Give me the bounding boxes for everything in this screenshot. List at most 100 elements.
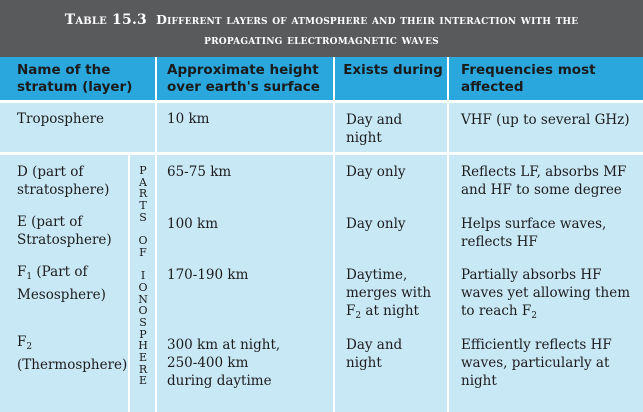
d-layer-freq-line1: Reflects LF, absorbs MF xyxy=(461,164,627,180)
d-layer-freq-line2: and HF to some degree xyxy=(461,182,622,198)
header-col1-line2: stratum (layer) xyxy=(17,79,133,95)
f1-layer-height: 170-190 km xyxy=(167,267,249,283)
ionosphere-label-letter: F xyxy=(139,245,147,259)
e-layer-name: E (part of Stratosphere) xyxy=(17,213,112,249)
d-layer-exists: Day only xyxy=(346,164,406,180)
f1-freq-sub: 2 xyxy=(531,311,537,321)
f2-layer-name-line1: F2 xyxy=(17,333,127,356)
ionosphere-label-letter: E xyxy=(138,351,148,364)
f2-layer-height: 300 km at night, 250-400 km during dayti… xyxy=(167,336,280,390)
row-divider-troposphere xyxy=(0,152,643,155)
f2-subscript: 2 xyxy=(26,342,33,352)
header-col2-line2: over earth's surface xyxy=(167,79,320,95)
ionosphere-label-letter: S xyxy=(139,210,147,224)
e-layer-frequencies: Helps surface waves, reflects HF xyxy=(461,215,606,251)
f1-layer-frequencies: Partially absorbs HF waves yet allowing … xyxy=(461,266,630,325)
e-layer-freq-line2: reflects HF xyxy=(461,234,538,250)
f1-subscript: 1 xyxy=(26,272,33,282)
f1-exists-sub: 2 xyxy=(355,311,362,321)
e-layer-height: 100 km xyxy=(167,216,219,232)
f2-freq-line1: Efficiently reflects HF xyxy=(461,337,612,353)
f1-freq-line3-text: to reach F xyxy=(461,303,532,319)
column-divider-2 xyxy=(333,57,335,412)
ionosphere-label-letter: I xyxy=(140,269,146,283)
f2-letter: F xyxy=(17,334,27,350)
f1-layer-name-line2: Mesosphere) xyxy=(17,287,106,303)
f1-exists-line3: F2 at night xyxy=(346,302,431,325)
d-layer-frequencies: Reflects LF, absorbs MF and HF to some d… xyxy=(461,163,626,199)
f2-layer-exists: Day and night xyxy=(346,336,402,372)
header-col3: Exists during xyxy=(343,62,443,78)
ionosphere-divider xyxy=(128,155,130,412)
ionosphere-label-letter: P xyxy=(139,327,147,341)
troposphere-frequencies: VHF (up to several GHz) xyxy=(461,112,630,128)
header-approximate-height: Approximate height over earth's surface xyxy=(167,57,332,100)
header-col4-line2: affected xyxy=(461,79,524,95)
e-layer-freq-line1: Helps surface waves, xyxy=(461,216,607,232)
f2-layer-name: F2 (Thermosphere) xyxy=(17,333,127,374)
troposphere-exists: Day and night xyxy=(346,111,402,147)
f1-layer-name: F1 (Part of Mesosphere) xyxy=(17,263,106,304)
table-header-row: Name of the stratum (layer) Approximate … xyxy=(0,57,643,103)
caption-title-line-2: propagating electromagnetic waves xyxy=(204,32,439,47)
f2-layer-frequencies: Efficiently reflects HF waves, particula… xyxy=(461,336,612,390)
troposphere-exists-line1: Day and xyxy=(346,112,403,128)
header-col2-line1: Approximate height xyxy=(167,62,319,78)
ionosphere-label-letter: O xyxy=(138,234,148,248)
header-name-of-stratum: Name of the stratum (layer) xyxy=(17,57,152,100)
header-col4-line1: Frequencies most xyxy=(461,62,596,78)
f1-layer-name-line1: F1 (Part of xyxy=(17,263,106,286)
f1-exists-line1: Daytime, xyxy=(346,267,408,283)
f1-freq-line1: Partially absorbs HF xyxy=(461,267,602,283)
column-divider-3 xyxy=(447,57,449,412)
d-layer-name-line2: stratosphere) xyxy=(17,182,110,198)
troposphere-height: 10 km xyxy=(167,111,210,127)
f1-letter: F xyxy=(17,264,27,280)
ionosphere-label-letter: H xyxy=(138,339,148,353)
d-layer-name-line1: D (part of xyxy=(17,164,84,180)
ionosphere-label-letter: R xyxy=(138,187,148,201)
f1-freq-line3: to reach F2 xyxy=(461,302,630,325)
f1-name-rest: (Part of xyxy=(32,264,88,280)
f1-exists-f: F xyxy=(346,303,356,319)
f1-exists-rest: at night xyxy=(361,303,419,319)
ionosphere-label-letter: S xyxy=(139,315,147,329)
ionosphere-label-letter: R xyxy=(138,362,148,376)
caption-line-1: Table 15.3 Different layers of atmospher… xyxy=(0,10,643,30)
e-layer-name-line2: Stratosphere) xyxy=(17,232,112,248)
ionosphere-label-letter: O xyxy=(138,280,148,294)
ionosphere-label-letter: A xyxy=(139,175,147,189)
f1-layer-exists: Daytime, merges with F2 at night xyxy=(346,266,431,325)
column-divider-1 xyxy=(155,57,157,412)
header-exists-during: Exists during xyxy=(337,57,449,100)
table-caption: Table 15.3 Different layers of atmospher… xyxy=(0,0,643,57)
f2-freq-line3: night xyxy=(461,373,497,389)
ionosphere-label-letter: P xyxy=(139,164,147,177)
f2-layer-name-line2: (Thermosphere) xyxy=(17,357,128,373)
f2-height-line2: 250-400 km xyxy=(167,355,249,371)
caption-title-line-1: Different layers of atmosphere and their… xyxy=(156,12,579,27)
troposphere-exists-line2: night xyxy=(346,130,382,146)
f2-exists-line1: Day and xyxy=(346,337,403,353)
ionosphere-label-letter: N xyxy=(138,292,148,306)
layers-table: Name of the stratum (layer) Approximate … xyxy=(0,57,643,412)
caption-label: Table 15.3 xyxy=(64,12,147,28)
e-layer-name-line1: E (part of xyxy=(17,214,83,230)
d-layer-height: 65-75 km xyxy=(167,164,232,180)
header-col1-line1: Name of the xyxy=(17,62,111,78)
f2-height-line1: 300 km at night, xyxy=(167,337,281,353)
ionosphere-label-letter: E xyxy=(138,374,148,388)
d-layer-name: D (part of stratosphere) xyxy=(17,163,109,199)
f1-exists-line2: merges with xyxy=(346,285,432,301)
f2-freq-line2: waves, particularly at xyxy=(461,355,610,371)
e-layer-exists: Day only xyxy=(346,216,406,232)
ionosphere-label-letter: T xyxy=(139,199,147,213)
f2-exists-line2: night xyxy=(346,355,382,371)
header-frequencies-affected: Frequencies most affected xyxy=(461,57,636,100)
ionosphere-label-letter: O xyxy=(138,304,148,318)
f1-freq-line2: waves yet allowing them xyxy=(461,285,630,301)
troposphere-name: Troposphere xyxy=(17,111,105,127)
f2-height-line3: during daytime xyxy=(167,373,272,389)
